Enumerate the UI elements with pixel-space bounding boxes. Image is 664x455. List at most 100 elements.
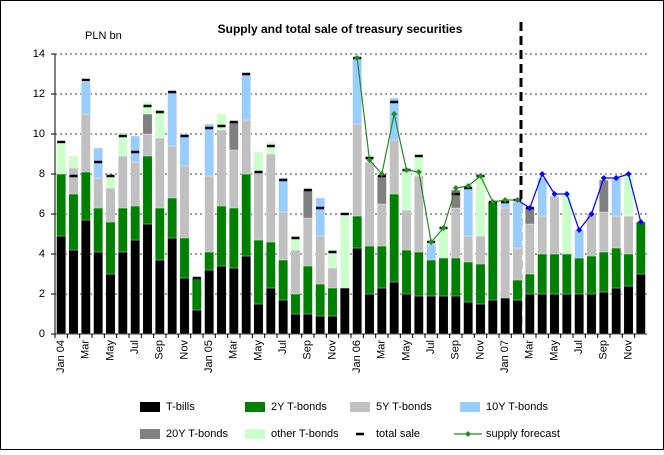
forecast-point bbox=[600, 175, 607, 181]
bar-segment bbox=[142, 113, 153, 135]
bar-segment bbox=[574, 229, 584, 259]
x-tick-label: Sep bbox=[154, 340, 166, 360]
bar-segment bbox=[352, 123, 362, 217]
bar-segment bbox=[81, 171, 91, 221]
bar-segment bbox=[352, 247, 362, 335]
bar-segment bbox=[475, 175, 486, 237]
bar-segment bbox=[327, 287, 338, 317]
bar-segment bbox=[179, 133, 190, 167]
bar-segment bbox=[636, 221, 646, 275]
forecast-segment bbox=[566, 193, 580, 231]
bar-segment bbox=[512, 279, 523, 301]
bar-segment bbox=[216, 113, 227, 131]
forecast-segment bbox=[430, 227, 444, 243]
bar-segment bbox=[229, 121, 239, 151]
legend-label: total sale bbox=[376, 428, 420, 440]
forecast-point bbox=[465, 183, 472, 189]
bar-segment bbox=[327, 249, 338, 269]
bar-segment bbox=[537, 177, 547, 217]
bar-segment bbox=[586, 255, 597, 295]
bar-segment bbox=[204, 123, 214, 177]
bar-segment bbox=[130, 205, 140, 241]
bar-segment bbox=[167, 237, 177, 335]
bar-segment bbox=[611, 215, 621, 249]
bar-segment bbox=[389, 139, 399, 195]
bar-segment bbox=[512, 201, 523, 249]
bar-segment bbox=[290, 293, 301, 315]
y-tick-label: 14 bbox=[33, 48, 45, 60]
bar-segment bbox=[315, 235, 325, 285]
forecast-point bbox=[452, 185, 459, 191]
forecast-point bbox=[576, 227, 583, 233]
legend-label: 20Y T-bonds bbox=[166, 428, 228, 440]
y-tick-label: 0 bbox=[39, 328, 45, 340]
bar-segment bbox=[623, 285, 634, 335]
forecast-segment bbox=[529, 173, 543, 209]
y-tick-label: 8 bbox=[39, 168, 45, 180]
chart-title: Supply and total sale of treasury securi… bbox=[218, 22, 463, 36]
bar-segment bbox=[179, 165, 190, 239]
bar-segment bbox=[266, 153, 276, 243]
bar-segment bbox=[68, 167, 79, 195]
bar-segment bbox=[278, 259, 288, 301]
legend-swatch bbox=[140, 429, 160, 439]
forecast-segment bbox=[590, 177, 605, 215]
bar-segment bbox=[599, 251, 609, 293]
bar-segment bbox=[438, 295, 449, 335]
legend-label: 5Y T-bonds bbox=[376, 401, 432, 413]
bar-segment bbox=[204, 269, 214, 335]
bar-segment bbox=[241, 119, 251, 175]
bar-segment bbox=[401, 249, 412, 295]
bar-segment bbox=[81, 81, 91, 115]
forecast-point bbox=[637, 219, 644, 225]
bar-segment bbox=[525, 293, 535, 335]
y-tick-label: 4 bbox=[39, 248, 45, 260]
x-tick-label: Nov bbox=[474, 340, 486, 360]
forecast-point bbox=[391, 111, 398, 117]
bar-segment bbox=[216, 265, 227, 335]
bar-segment bbox=[377, 287, 387, 335]
bar-segment bbox=[599, 211, 609, 253]
bar-segment bbox=[463, 235, 473, 263]
bar-segment bbox=[56, 173, 66, 237]
bar-segment bbox=[414, 295, 424, 335]
x-tick-label: Mar bbox=[80, 340, 92, 359]
bar-segment bbox=[401, 169, 412, 211]
bar-segment bbox=[475, 263, 486, 305]
bar-segment bbox=[192, 277, 202, 311]
bar-segment bbox=[463, 261, 473, 303]
bar-segment bbox=[142, 155, 153, 225]
bar-segment bbox=[438, 257, 449, 297]
bar-segment bbox=[352, 57, 362, 125]
forecast-segment bbox=[418, 171, 432, 243]
legend-swatch bbox=[350, 402, 370, 412]
bar-segment bbox=[352, 215, 362, 249]
bar-segment bbox=[599, 291, 609, 335]
bar-segment bbox=[155, 109, 165, 139]
bar-segment bbox=[130, 135, 140, 163]
forecast-segment bbox=[541, 173, 556, 195]
forecast-segment bbox=[517, 199, 531, 209]
bar-segment bbox=[179, 237, 190, 279]
bar-segment bbox=[229, 267, 239, 335]
bar-segment bbox=[611, 177, 621, 217]
forecast-point bbox=[625, 171, 632, 177]
bar-segment bbox=[586, 293, 597, 335]
bar-segment bbox=[438, 229, 449, 259]
bar-segment bbox=[241, 173, 251, 257]
bar-segment bbox=[377, 245, 387, 289]
bar-segment bbox=[414, 251, 424, 297]
forecast-segment bbox=[442, 187, 457, 229]
forecast-point bbox=[403, 167, 410, 173]
bar-segment bbox=[105, 187, 116, 223]
bar-segment bbox=[623, 215, 634, 255]
bar-segment bbox=[475, 235, 486, 265]
legend-swatch bbox=[460, 402, 480, 412]
bar-segment bbox=[463, 301, 473, 335]
forecast-point bbox=[477, 173, 484, 179]
legend-swatch bbox=[245, 429, 265, 439]
forecast-segment bbox=[356, 57, 371, 161]
bar-segment bbox=[118, 207, 128, 253]
bar-segment bbox=[537, 253, 547, 295]
y-tick-label: 6 bbox=[39, 208, 45, 220]
